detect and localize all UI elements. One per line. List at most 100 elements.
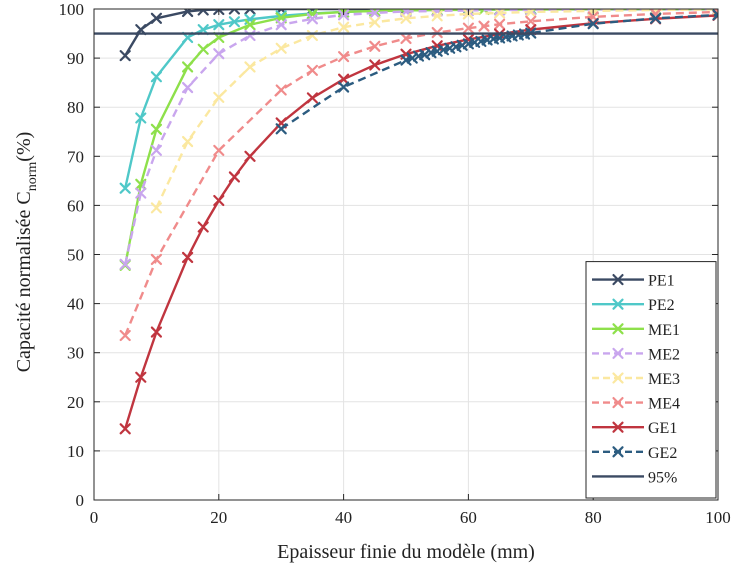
series-5-point-9 <box>462 22 474 34</box>
series-0-point-7 <box>244 9 256 15</box>
series-1-point-5 <box>213 19 225 31</box>
series-5-point-6 <box>369 40 381 52</box>
x-tick-label-0: 0 <box>90 508 99 527</box>
series-6-point-3 <box>182 251 194 264</box>
series-0-point-4 <box>197 9 209 16</box>
legend-marker-2 <box>612 323 624 335</box>
y-tick-label-1: 10 <box>67 442 84 461</box>
series-6-point-1 <box>135 371 147 383</box>
ticks: 0 20 40 60 80 100 0 10 20 30 40 50 60 70 80 90 100 <box>59 0 731 527</box>
legend-marker-0 <box>612 274 624 286</box>
series-4-point-0 <box>150 202 162 214</box>
series-0-point-3 <box>182 9 194 18</box>
series-6-point-9 <box>306 92 318 104</box>
series-2-point-2 <box>150 123 162 135</box>
series-4-point-3 <box>244 61 256 73</box>
series-line-4 <box>155 9 718 209</box>
legend-label-6: GE1 <box>648 420 677 437</box>
series-7-point-1 <box>338 81 350 93</box>
series-4-point-9 <box>431 10 443 22</box>
series-4-point-4 <box>275 42 287 54</box>
series-7-point-23 <box>587 18 599 30</box>
x-tick-label-2: 40 <box>335 508 352 527</box>
series-1-point-1 <box>135 112 147 124</box>
y-tick-label-2: 20 <box>67 393 84 412</box>
x-tick-label-5: 100 <box>705 508 731 527</box>
series-6-point-0 <box>119 423 131 435</box>
series-4-point-2 <box>213 91 225 103</box>
y-axis-label-main: Capacité normalisée C <box>13 191 35 372</box>
x-tick-label-1: 20 <box>210 508 227 527</box>
legend-box <box>585 261 717 499</box>
legend-marker-6 <box>612 421 624 433</box>
y-axis-label-sub: norm <box>25 162 40 192</box>
legend-item-4: ME3 <box>592 371 680 388</box>
legend-item-1: PE2 <box>592 297 675 314</box>
series-7-point-5 <box>419 49 431 61</box>
x-tick-label-4: 80 <box>585 508 602 527</box>
series-5-point-7 <box>400 32 412 45</box>
series-7-point-24 <box>650 12 662 24</box>
y-tick-label-10: 100 <box>59 0 85 19</box>
legend-label-7: GE2 <box>648 445 677 462</box>
series-5-point-10 <box>478 20 490 32</box>
series-3-point-3 <box>182 81 194 94</box>
series-6-point-5 <box>213 194 225 207</box>
series-6-point-11 <box>369 59 381 71</box>
legend-item-7: GE2 <box>592 445 677 462</box>
legend-item-5: ME4 <box>592 396 680 413</box>
series-4-point-7 <box>369 16 381 28</box>
legend-marker-7 <box>612 446 624 458</box>
series-6-point-7 <box>244 150 256 162</box>
series-2-point-3 <box>182 61 194 73</box>
legend-item-6: GE1 <box>592 420 677 437</box>
legend-label-3: ME2 <box>648 346 680 363</box>
y-tick-label-3: 30 <box>67 344 84 363</box>
legend-label-4: ME3 <box>648 371 680 388</box>
legend-item-8: 95% <box>592 469 677 486</box>
y-tick-label-5: 50 <box>67 246 84 265</box>
series-5-point-3 <box>275 84 287 96</box>
series-6-point-6 <box>228 171 240 183</box>
y-tick-label-0: 0 <box>76 491 85 510</box>
legend-item-2: ME1 <box>592 322 680 339</box>
series-0-point-2 <box>150 12 162 24</box>
legend-marker-4 <box>612 372 624 384</box>
legend-label-1: PE2 <box>648 297 675 314</box>
series-1-point-2 <box>150 71 162 83</box>
legend-item-3: ME2 <box>592 346 680 363</box>
legend-marker-3 <box>612 347 624 359</box>
legend-item-0: PE1 <box>592 273 675 290</box>
series-3-point-1 <box>135 187 147 199</box>
series-line-5 <box>124 10 718 336</box>
series-3-point-7 <box>306 13 318 25</box>
series-5-point-2 <box>213 144 225 157</box>
series-0-point-0 <box>119 50 131 62</box>
legend-marker-1 <box>612 298 624 310</box>
series-7-point-25 <box>712 9 718 21</box>
series-7-point-2 <box>400 54 412 66</box>
series-1-point-0 <box>119 182 131 194</box>
series-4-point-12 <box>525 9 537 18</box>
series-2-point-4 <box>197 43 209 55</box>
series-line-3 <box>124 9 718 265</box>
series-4-point-11 <box>494 9 506 19</box>
series-5-point-11 <box>494 18 506 30</box>
series-5-point-0 <box>119 329 131 342</box>
y-axis-label: Capacité normalisée Cnorm(%) <box>13 132 40 373</box>
y-tick-label-7: 70 <box>67 147 84 166</box>
series-5-point-1 <box>150 253 162 266</box>
series-line-0 <box>124 9 718 57</box>
series-1-point-6 <box>228 16 240 28</box>
legend-label-2: ME1 <box>648 322 680 339</box>
y-tick-label-4: 40 <box>67 295 84 314</box>
series-4-point-1 <box>182 135 194 148</box>
series-6-point-2 <box>150 326 162 338</box>
series-7-point-0 <box>275 123 287 135</box>
series-layer <box>94 9 718 435</box>
series-7-point-3 <box>406 52 418 64</box>
series-4-point-6 <box>338 21 350 33</box>
y-tick-label-8: 80 <box>67 98 84 117</box>
series-3-point-4 <box>213 48 225 60</box>
